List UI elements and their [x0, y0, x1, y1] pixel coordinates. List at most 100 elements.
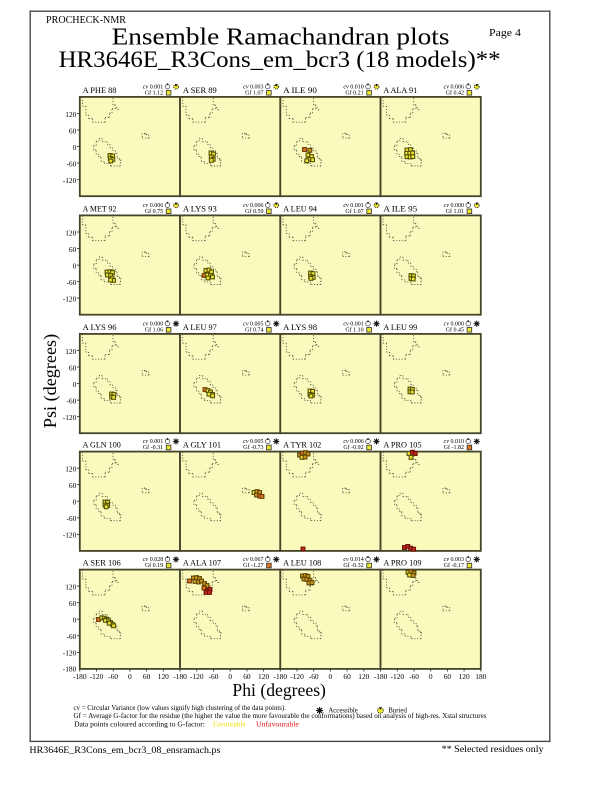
svg-text:Gf 0.21: Gf 0.21	[345, 89, 363, 96]
svg-text:Gf -1.27: Gf -1.27	[243, 562, 263, 569]
svg-text:-180: -180	[274, 672, 288, 681]
svg-text:A PRO 109: A PRO 109	[383, 559, 421, 568]
svg-text:-120: -120	[63, 294, 77, 303]
svg-text:HR3646E_R3Cons_em_bcr3 (18 mod: HR3646E_R3Cons_em_bcr3 (18 models)**	[59, 47, 501, 73]
svg-text:cv 0.001: cv 0.001	[343, 203, 363, 209]
svg-text:Phi (degrees): Phi (degrees)	[232, 680, 326, 700]
svg-text:cv 0.003: cv 0.003	[243, 85, 263, 91]
svg-text:A LYS 98: A LYS 98	[283, 323, 317, 332]
svg-text:cv 0.000: cv 0.000	[444, 203, 464, 209]
svg-text:Gf 1.12: Gf 1.12	[145, 89, 163, 96]
svg-text:120: 120	[158, 672, 169, 681]
svg-text:-180: -180	[173, 672, 187, 681]
svg-text:-60: -60	[66, 632, 76, 641]
svg-text:Gf -0.31: Gf -0.31	[143, 444, 163, 451]
svg-text:cv 0.001: cv 0.001	[143, 85, 163, 91]
svg-text:120: 120	[65, 228, 76, 237]
svg-text:60: 60	[243, 672, 251, 681]
svg-text:-60: -60	[309, 672, 319, 681]
svg-text:120: 120	[258, 672, 269, 681]
svg-text:Gf 1.10: Gf 1.10	[345, 326, 363, 333]
svg-text:Gf -0.17: Gf -0.17	[444, 562, 464, 569]
svg-text:A SER 106: A SER 106	[83, 559, 121, 568]
svg-text:A PHE 88: A PHE 88	[83, 86, 117, 95]
svg-text:cv 0.006: cv 0.006	[143, 203, 163, 209]
svg-text:0: 0	[128, 672, 132, 681]
svg-text:cv 0.067: cv 0.067	[243, 557, 263, 563]
svg-text:-60: -60	[66, 514, 76, 523]
svg-text:120: 120	[65, 347, 76, 356]
svg-text:-60: -60	[108, 672, 118, 681]
svg-text:-180: -180	[374, 672, 388, 681]
svg-text:0: 0	[429, 672, 433, 681]
svg-text:cv 0.003: cv 0.003	[444, 557, 464, 563]
svg-text:A LEU 94: A LEU 94	[283, 204, 318, 213]
svg-text:-120: -120	[391, 672, 405, 681]
svg-text:A ILE 90: A ILE 90	[283, 86, 317, 95]
svg-text:0: 0	[73, 380, 77, 389]
svg-text:Gf = Average G-factor for the: Gf = Average G-factor for the residue (t…	[74, 712, 487, 720]
svg-text:A SER 89: A SER 89	[183, 86, 217, 95]
svg-text:60: 60	[143, 672, 151, 681]
svg-text:cv 0.006: cv 0.006	[444, 85, 464, 91]
svg-text:Gf -0.32: Gf -0.32	[343, 562, 363, 569]
svg-text:cv 0.006: cv 0.006	[343, 439, 363, 445]
svg-text:HR3646E_R3Cons_em_bcr3_08_ensr: HR3646E_R3Cons_em_bcr3_08_ensramach.ps	[29, 746, 220, 756]
svg-text:Gf 1.07: Gf 1.07	[245, 89, 263, 96]
svg-text:Gf 0.19: Gf 0.19	[145, 562, 163, 569]
svg-text:120: 120	[65, 582, 76, 591]
svg-text:60: 60	[69, 363, 77, 372]
svg-text:PROCHECK-NMR: PROCHECK-NMR	[46, 15, 126, 26]
svg-text:Page 4: Page 4	[489, 28, 521, 39]
svg-text:60: 60	[69, 126, 77, 135]
svg-text:60: 60	[444, 672, 452, 681]
svg-text:Buried: Buried	[388, 706, 407, 714]
svg-text:60: 60	[343, 672, 351, 681]
svg-text:cv 0.006: cv 0.006	[243, 203, 263, 209]
svg-text:Gf -1.82: Gf -1.82	[444, 444, 464, 451]
svg-text:Gf 1.06: Gf 1.06	[145, 326, 163, 333]
svg-text:cv 0.014: cv 0.014	[343, 557, 363, 563]
svg-text:A LYS 96: A LYS 96	[83, 323, 117, 332]
svg-text:Gf -0.92: Gf -0.92	[343, 444, 363, 451]
svg-text:120: 120	[65, 110, 76, 119]
svg-text:cv 0.000: cv 0.000	[444, 322, 464, 328]
svg-text:-120: -120	[90, 672, 104, 681]
svg-text:cv = Circular Variance (low va: cv = Circular Variance (low values signi…	[74, 704, 287, 712]
svg-text:A LYS 93: A LYS 93	[183, 204, 217, 213]
svg-text:0: 0	[73, 261, 77, 270]
svg-text:Gf 1.01: Gf 1.01	[446, 208, 464, 215]
svg-text:60: 60	[69, 245, 77, 254]
svg-text:60: 60	[69, 481, 77, 490]
svg-text:** Selected residues only: ** Selected residues only	[442, 745, 544, 755]
svg-text:Gf 0.42: Gf 0.42	[446, 89, 464, 96]
svg-text:A ALA 91: A ALA 91	[383, 86, 417, 95]
svg-text:-120: -120	[63, 531, 77, 540]
svg-text:0: 0	[329, 672, 333, 681]
svg-text:-120: -120	[290, 672, 304, 681]
svg-text:-60: -60	[409, 672, 419, 681]
svg-text:0: 0	[73, 143, 77, 152]
svg-text:-60: -60	[66, 278, 76, 287]
svg-text:A LEU 99: A LEU 99	[383, 323, 417, 332]
svg-text:-60: -60	[66, 396, 76, 405]
svg-text:cv 0.000: cv 0.000	[143, 322, 163, 328]
svg-text:180: 180	[475, 672, 486, 681]
svg-text:-60: -60	[209, 672, 219, 681]
svg-text:120: 120	[358, 672, 369, 681]
svg-text:-120: -120	[190, 672, 204, 681]
svg-text:120: 120	[65, 465, 76, 474]
svg-text:Psi (degrees): Psi (degrees)	[40, 334, 60, 428]
svg-text:cv 0.001: cv 0.001	[343, 322, 363, 328]
svg-text:Data points coloured according: Data points coloured according to G-fact…	[74, 720, 205, 728]
svg-text:A PRO 105: A PRO 105	[383, 441, 421, 450]
svg-text:A GLY 101: A GLY 101	[183, 441, 221, 450]
svg-text:60: 60	[69, 599, 77, 608]
svg-text:cv 0.028: cv 0.028	[143, 557, 163, 563]
svg-text:-120: -120	[63, 649, 77, 658]
svg-text:cv 0.005: cv 0.005	[243, 439, 263, 445]
svg-text:-60: -60	[66, 159, 76, 168]
svg-text:Ensemble Ramachandran plots: Ensemble Ramachandran plots	[112, 23, 450, 50]
svg-text:Favourable: Favourable	[213, 720, 246, 728]
svg-text:A TYR 102: A TYR 102	[283, 441, 321, 450]
